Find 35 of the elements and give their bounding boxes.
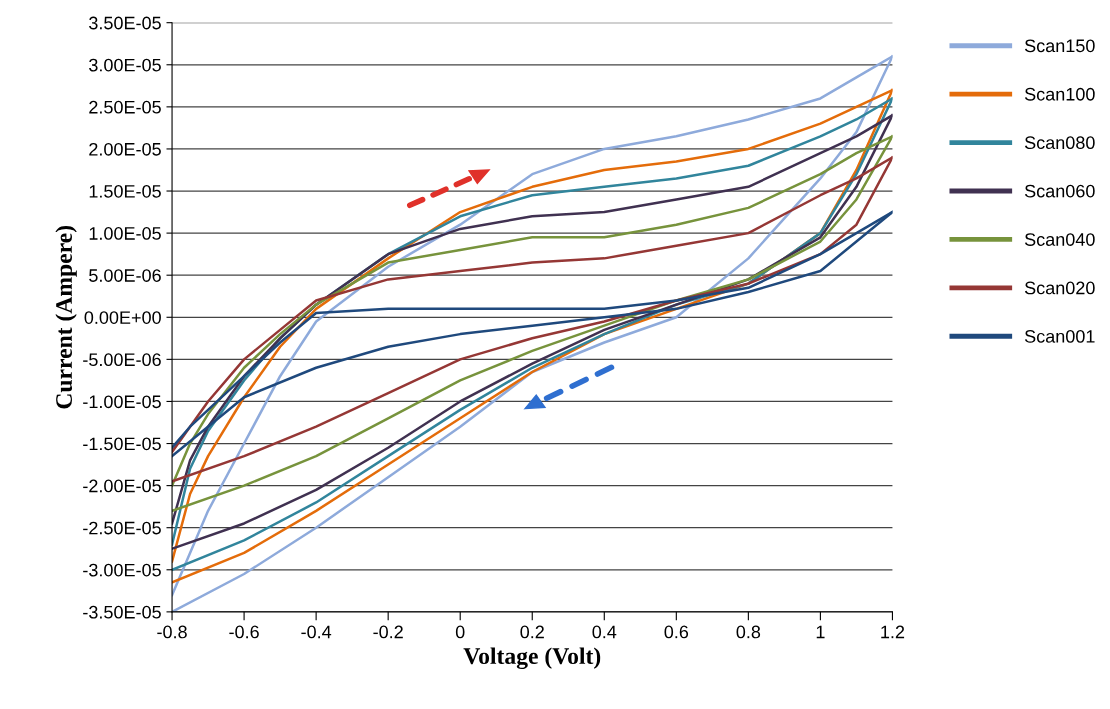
legend-label: Scan080 xyxy=(1024,136,1095,150)
y-tick-label: -1.50E-05 xyxy=(83,437,161,451)
x-tick-label: 0.6 xyxy=(664,625,689,639)
legend-label: Scan001 xyxy=(1024,329,1095,343)
y-tick-label: 5.00E-06 xyxy=(89,269,161,282)
x-tick-label: 1 xyxy=(816,625,825,639)
x-tick-label: 0.8 xyxy=(736,625,761,639)
legend-label: Scan150 xyxy=(1024,39,1095,53)
x-tick-label: -0.2 xyxy=(373,625,403,639)
x-tick-label: -0.8 xyxy=(157,625,187,639)
x-tick-label: -0.6 xyxy=(229,625,259,639)
y-tick-label: -2.00E-05 xyxy=(83,479,161,493)
y-tick-label: 2.50E-05 xyxy=(89,100,161,114)
x-axis-title: Voltage (Volt) xyxy=(463,647,601,670)
y-tick-label: 1.50E-05 xyxy=(89,184,161,198)
y-tick-label: 0.00E+00 xyxy=(84,311,161,324)
y-axis-title: Current (Ampere) xyxy=(55,225,77,409)
legend-label: Scan060 xyxy=(1024,184,1095,198)
legend-label: Scan040 xyxy=(1024,233,1095,246)
y-tick-label: -1.00E-05 xyxy=(83,395,161,409)
x-tick-label: -0.4 xyxy=(301,625,332,639)
y-tick-label: -5.00E-06 xyxy=(83,353,161,367)
x-tick-label: 0.4 xyxy=(592,625,617,639)
y-tick-label: 3.50E-05 xyxy=(89,16,161,30)
x-tick-label: 0 xyxy=(455,625,465,639)
x-tick-label: 0.2 xyxy=(520,625,544,639)
y-tick-label: 2.00E-05 xyxy=(89,142,161,156)
x-tick-label: 1.2 xyxy=(881,625,905,639)
y-tick-label: -3.00E-05 xyxy=(83,563,161,577)
y-tick-label: 3.00E-05 xyxy=(89,58,161,72)
y-tick-label: 1.00E-05 xyxy=(89,227,161,240)
legend-label: Scan020 xyxy=(1024,281,1095,295)
y-tick-label: -3.50E-05 xyxy=(83,605,161,619)
legend-label: Scan100 xyxy=(1024,87,1095,101)
y-tick-label: -2.50E-05 xyxy=(83,521,161,535)
